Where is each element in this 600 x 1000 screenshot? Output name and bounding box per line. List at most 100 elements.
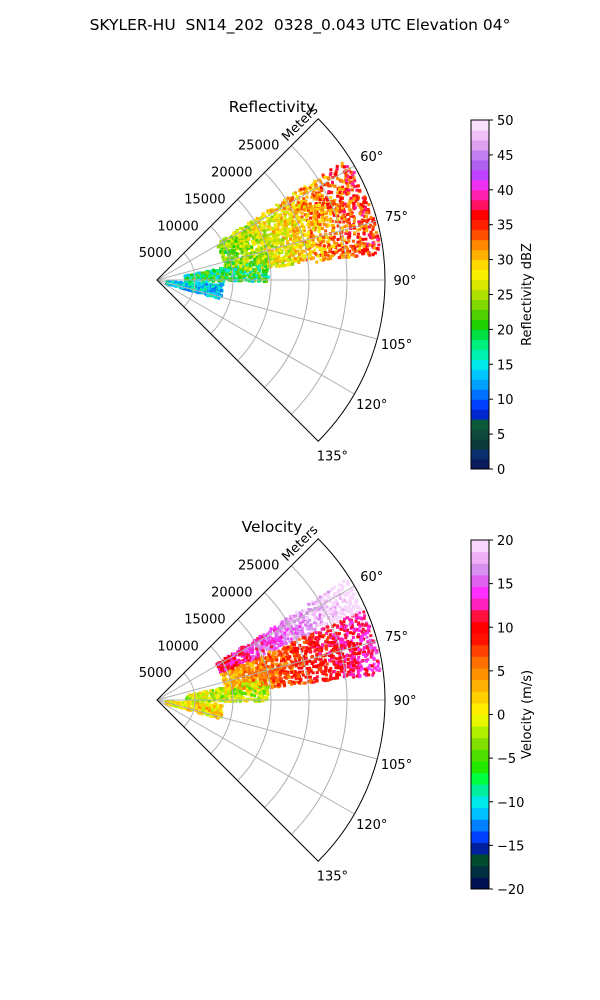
colorbar-swatch [471,842,489,855]
azimuth-line [156,279,355,395]
colorbar-swatch [471,269,489,281]
colorbar-swatch [471,563,489,576]
colorbar-tick-label: 0 [497,463,505,478]
colorbar-swatch [471,784,489,797]
sector-frame [156,538,386,862]
colorbar-tick-label: 50 [497,114,514,129]
colorbar-swatch [471,409,489,420]
r-tick-label: 15000 [184,192,225,207]
r-tick-label: 5000 [139,666,172,681]
colorbar-tick-label: −15 [497,839,524,854]
azimuth-line [156,220,378,281]
colorbar-swatch [471,299,489,310]
colorbar-tick-label: 25 [497,289,514,304]
colorbar-swatch [471,621,489,634]
colorbar-tick-label: 15 [497,358,514,373]
colorbar-swatch [471,714,489,727]
colorbar-swatch [471,598,489,611]
colorbar-tick-label: 15 [497,578,514,593]
colorbar-swatch [471,772,489,785]
colorbar-swatch [471,389,489,400]
colorbar-swatch [471,633,489,646]
colorbar-tick-label: 5 [497,428,505,443]
colorbar-swatch [471,279,489,291]
azimuth-line [156,699,355,815]
colorbar-tick-label: −20 [497,883,524,898]
colorbar-swatch [471,449,489,460]
colorbar-swatch [471,209,489,221]
colorbar-swatch [471,644,489,657]
colorbar-swatch [471,551,489,564]
colorbar-swatch [471,359,489,370]
colorbar-swatch [471,574,489,588]
velocity-panel: Velocity500010000150002000025000Meters60… [139,518,535,898]
colorbar-swatch [471,667,489,681]
colorbar-swatch [471,726,489,739]
colorbar-swatch [471,819,489,832]
r-tick-label: 25000 [238,559,279,574]
colorbar-tick-label: 5 [497,665,505,680]
colorbar-swatch [471,877,489,890]
colorbar-swatch [471,854,489,867]
colorbar-swatch [471,159,489,171]
theta-tick-label: 135° [317,449,348,464]
colorbar-swatch [471,219,489,231]
theta-tick-label: 60° [360,570,383,585]
theta-tick-label: 120° [356,398,387,413]
colorbar-swatch [471,702,489,715]
azimuth-line [156,165,355,281]
colorbar-label: Reflectivity dBZ [520,243,535,346]
colorbar-swatch [471,249,489,261]
colorbar-swatch [471,189,489,201]
sector-frame [156,118,386,442]
colorbar-swatch [471,429,489,440]
colorbar-tick-label: 30 [497,254,514,269]
azimuth-line [156,640,378,701]
colorbar-swatch [471,339,489,350]
colorbar-swatch [471,540,489,553]
colorbar-tick-label: −10 [497,796,524,811]
colorbar-swatch [471,169,489,181]
colorbar-swatch [471,737,489,750]
theta-tick-label: 90° [393,274,416,289]
theta-tick-label: 75° [385,210,408,225]
echo-field [164,580,382,720]
colorbar-swatch [471,749,489,762]
theta-tick-label: 135° [317,869,348,884]
colorbar-swatch [471,679,489,692]
colorbar-swatch [471,329,489,340]
colorbar-swatch [471,239,489,251]
colorbar-swatch [471,289,489,300]
colorbar-swatch [471,419,489,430]
colorbar-swatch [471,149,489,161]
colorbar-swatch [471,369,489,380]
colorbar-swatch [471,129,489,141]
r-tick-label: 10000 [157,219,198,234]
theta-tick-label: 120° [356,818,387,833]
colorbar-tick-label: 0 [497,709,505,724]
colorbar-swatch [471,379,489,390]
colorbar-swatch [471,120,489,131]
echo-field [165,161,381,300]
colorbar-tick-label: 35 [497,219,514,234]
reflectivity-panel: Reflectivity500010000150002000025000Mete… [139,98,535,478]
colorbar-swatch [471,259,489,271]
colorbar-swatch [471,349,489,360]
colorbar: 0 5 10 15 20 25 30 35 40 45 50 Reflectivity dBZ [470,114,535,478]
colorbar-swatch [471,830,489,843]
theta-tick-label: 60° [360,150,383,165]
colorbar-tick-label: 10 [497,621,514,636]
colorbar-swatch [471,795,489,809]
colorbar: −20 −15 −10 −5 0 5 10 15 20 Velocity (m/s) [470,534,535,898]
theta-tick-label: 105° [381,338,412,353]
colorbar-swatch [471,179,489,191]
colorbar-swatch [471,691,489,704]
colorbar-tick-label: 40 [497,184,514,199]
r-tick-label: 5000 [139,246,172,261]
figure-suptitle: SKYLER-HU SN14_202 0328_0.043 UTC Elevat… [89,16,511,34]
colorbar-swatch [471,439,489,450]
colorbar-swatch [471,139,489,151]
r-tick-label: 20000 [211,166,252,181]
r-tick-label: 25000 [238,139,279,154]
